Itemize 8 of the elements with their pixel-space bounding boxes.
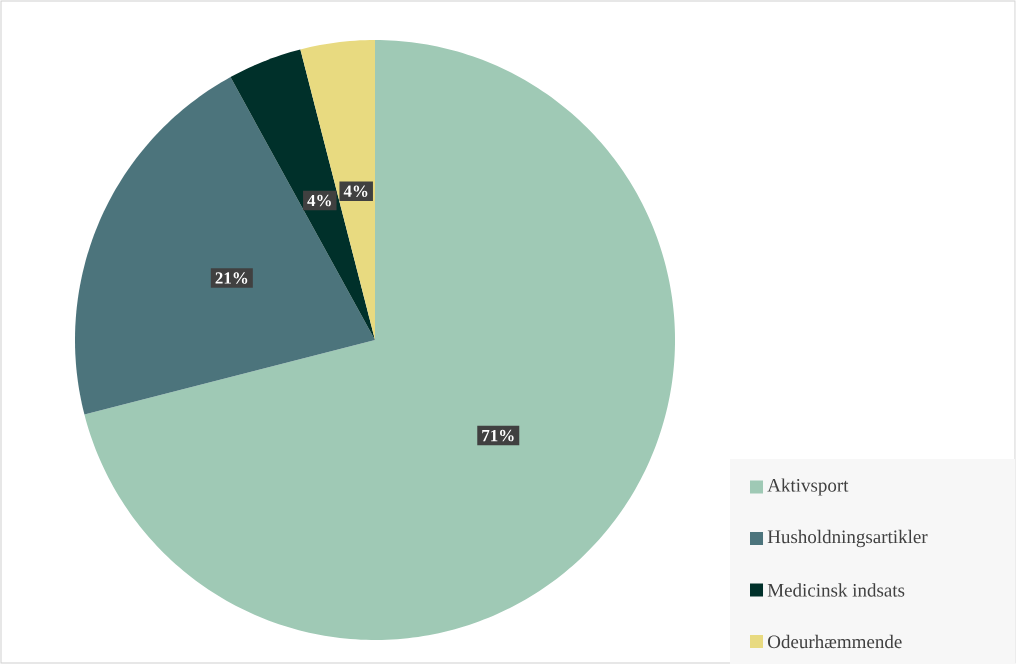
- legend-label: Odeurhæmmende: [768, 634, 902, 649]
- legend-label: Medicinsk indsats: [767, 583, 905, 597]
- legend-label: Aktivsport: [767, 478, 849, 496]
- data-label: 71%: [482, 429, 514, 442]
- legend-label: Husholdningsartikler: [767, 529, 928, 548]
- data-label: 4%: [307, 194, 331, 207]
- data-label: 4%: [343, 185, 368, 197]
- data-label: 21%: [215, 272, 248, 284]
